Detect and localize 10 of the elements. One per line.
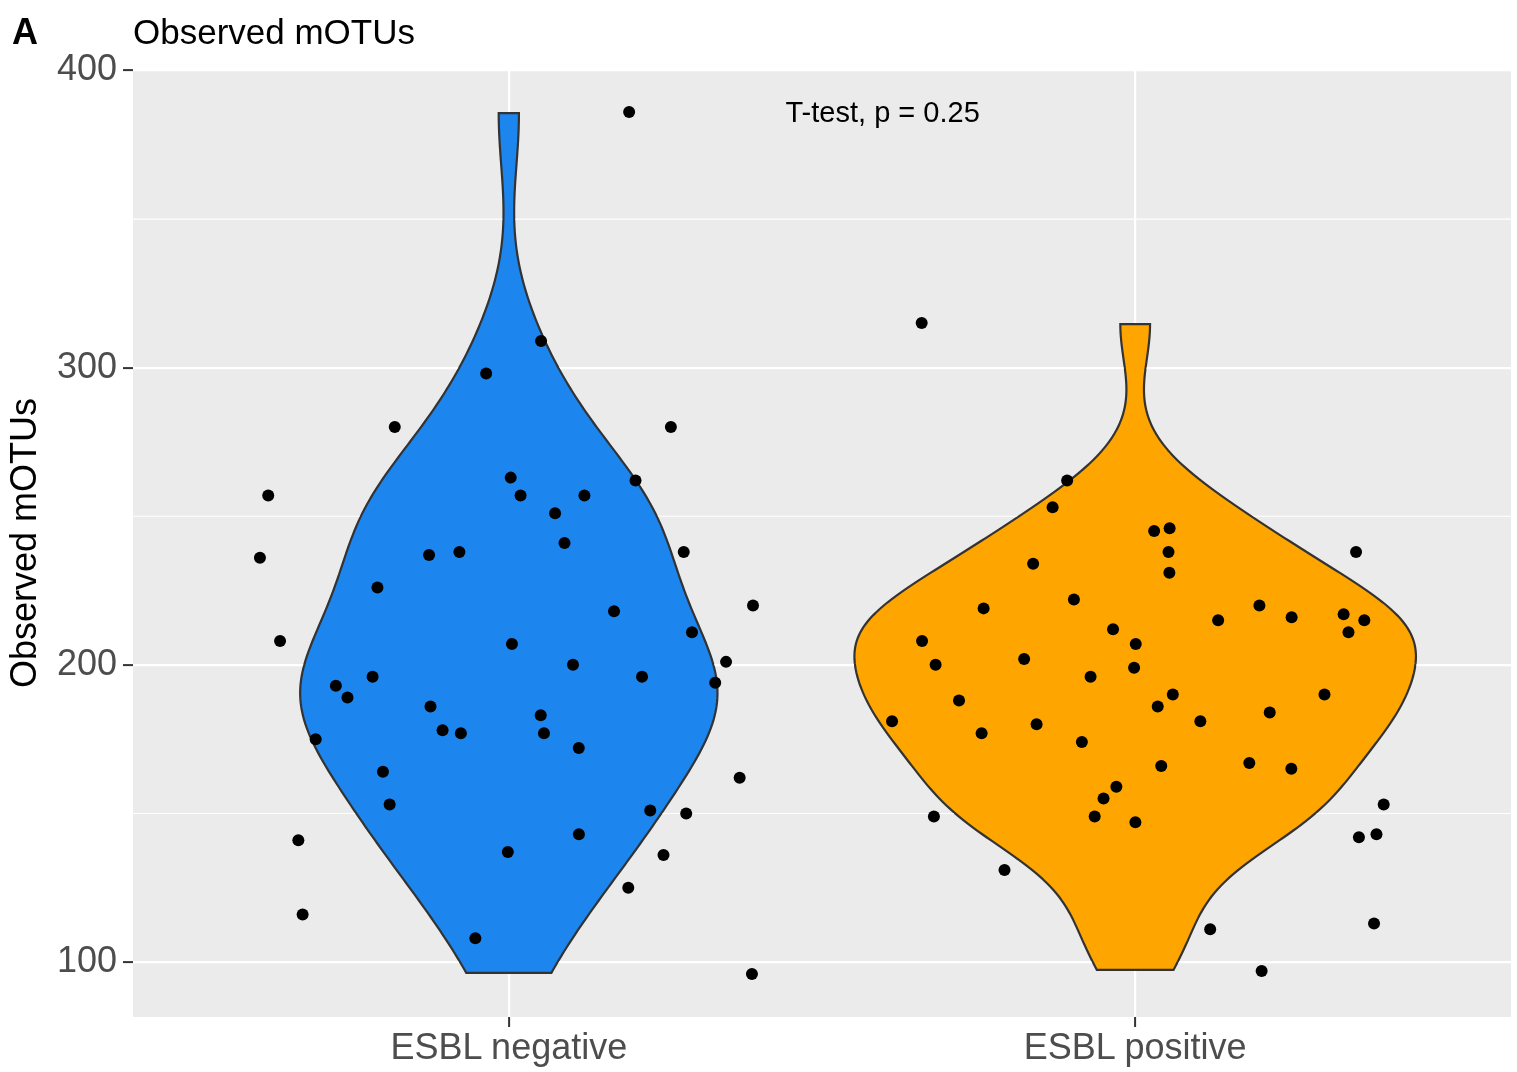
y-tick-label: 400 <box>56 47 117 89</box>
text: A <box>12 11 38 53</box>
y-tick-label: 200 <box>56 641 117 683</box>
chart-title: Observed mOTUs <box>133 12 415 52</box>
x-tick-label: ESBL negative <box>390 1025 628 1067</box>
y-axis-title: Observed mOTUs <box>2 397 44 689</box>
x-tick-label: ESBL positive <box>1023 1025 1247 1067</box>
annotation: T-test, p = 0.25 <box>785 95 980 128</box>
y-tick-label: 300 <box>56 344 117 386</box>
y-tick-label: 100 <box>56 938 117 980</box>
